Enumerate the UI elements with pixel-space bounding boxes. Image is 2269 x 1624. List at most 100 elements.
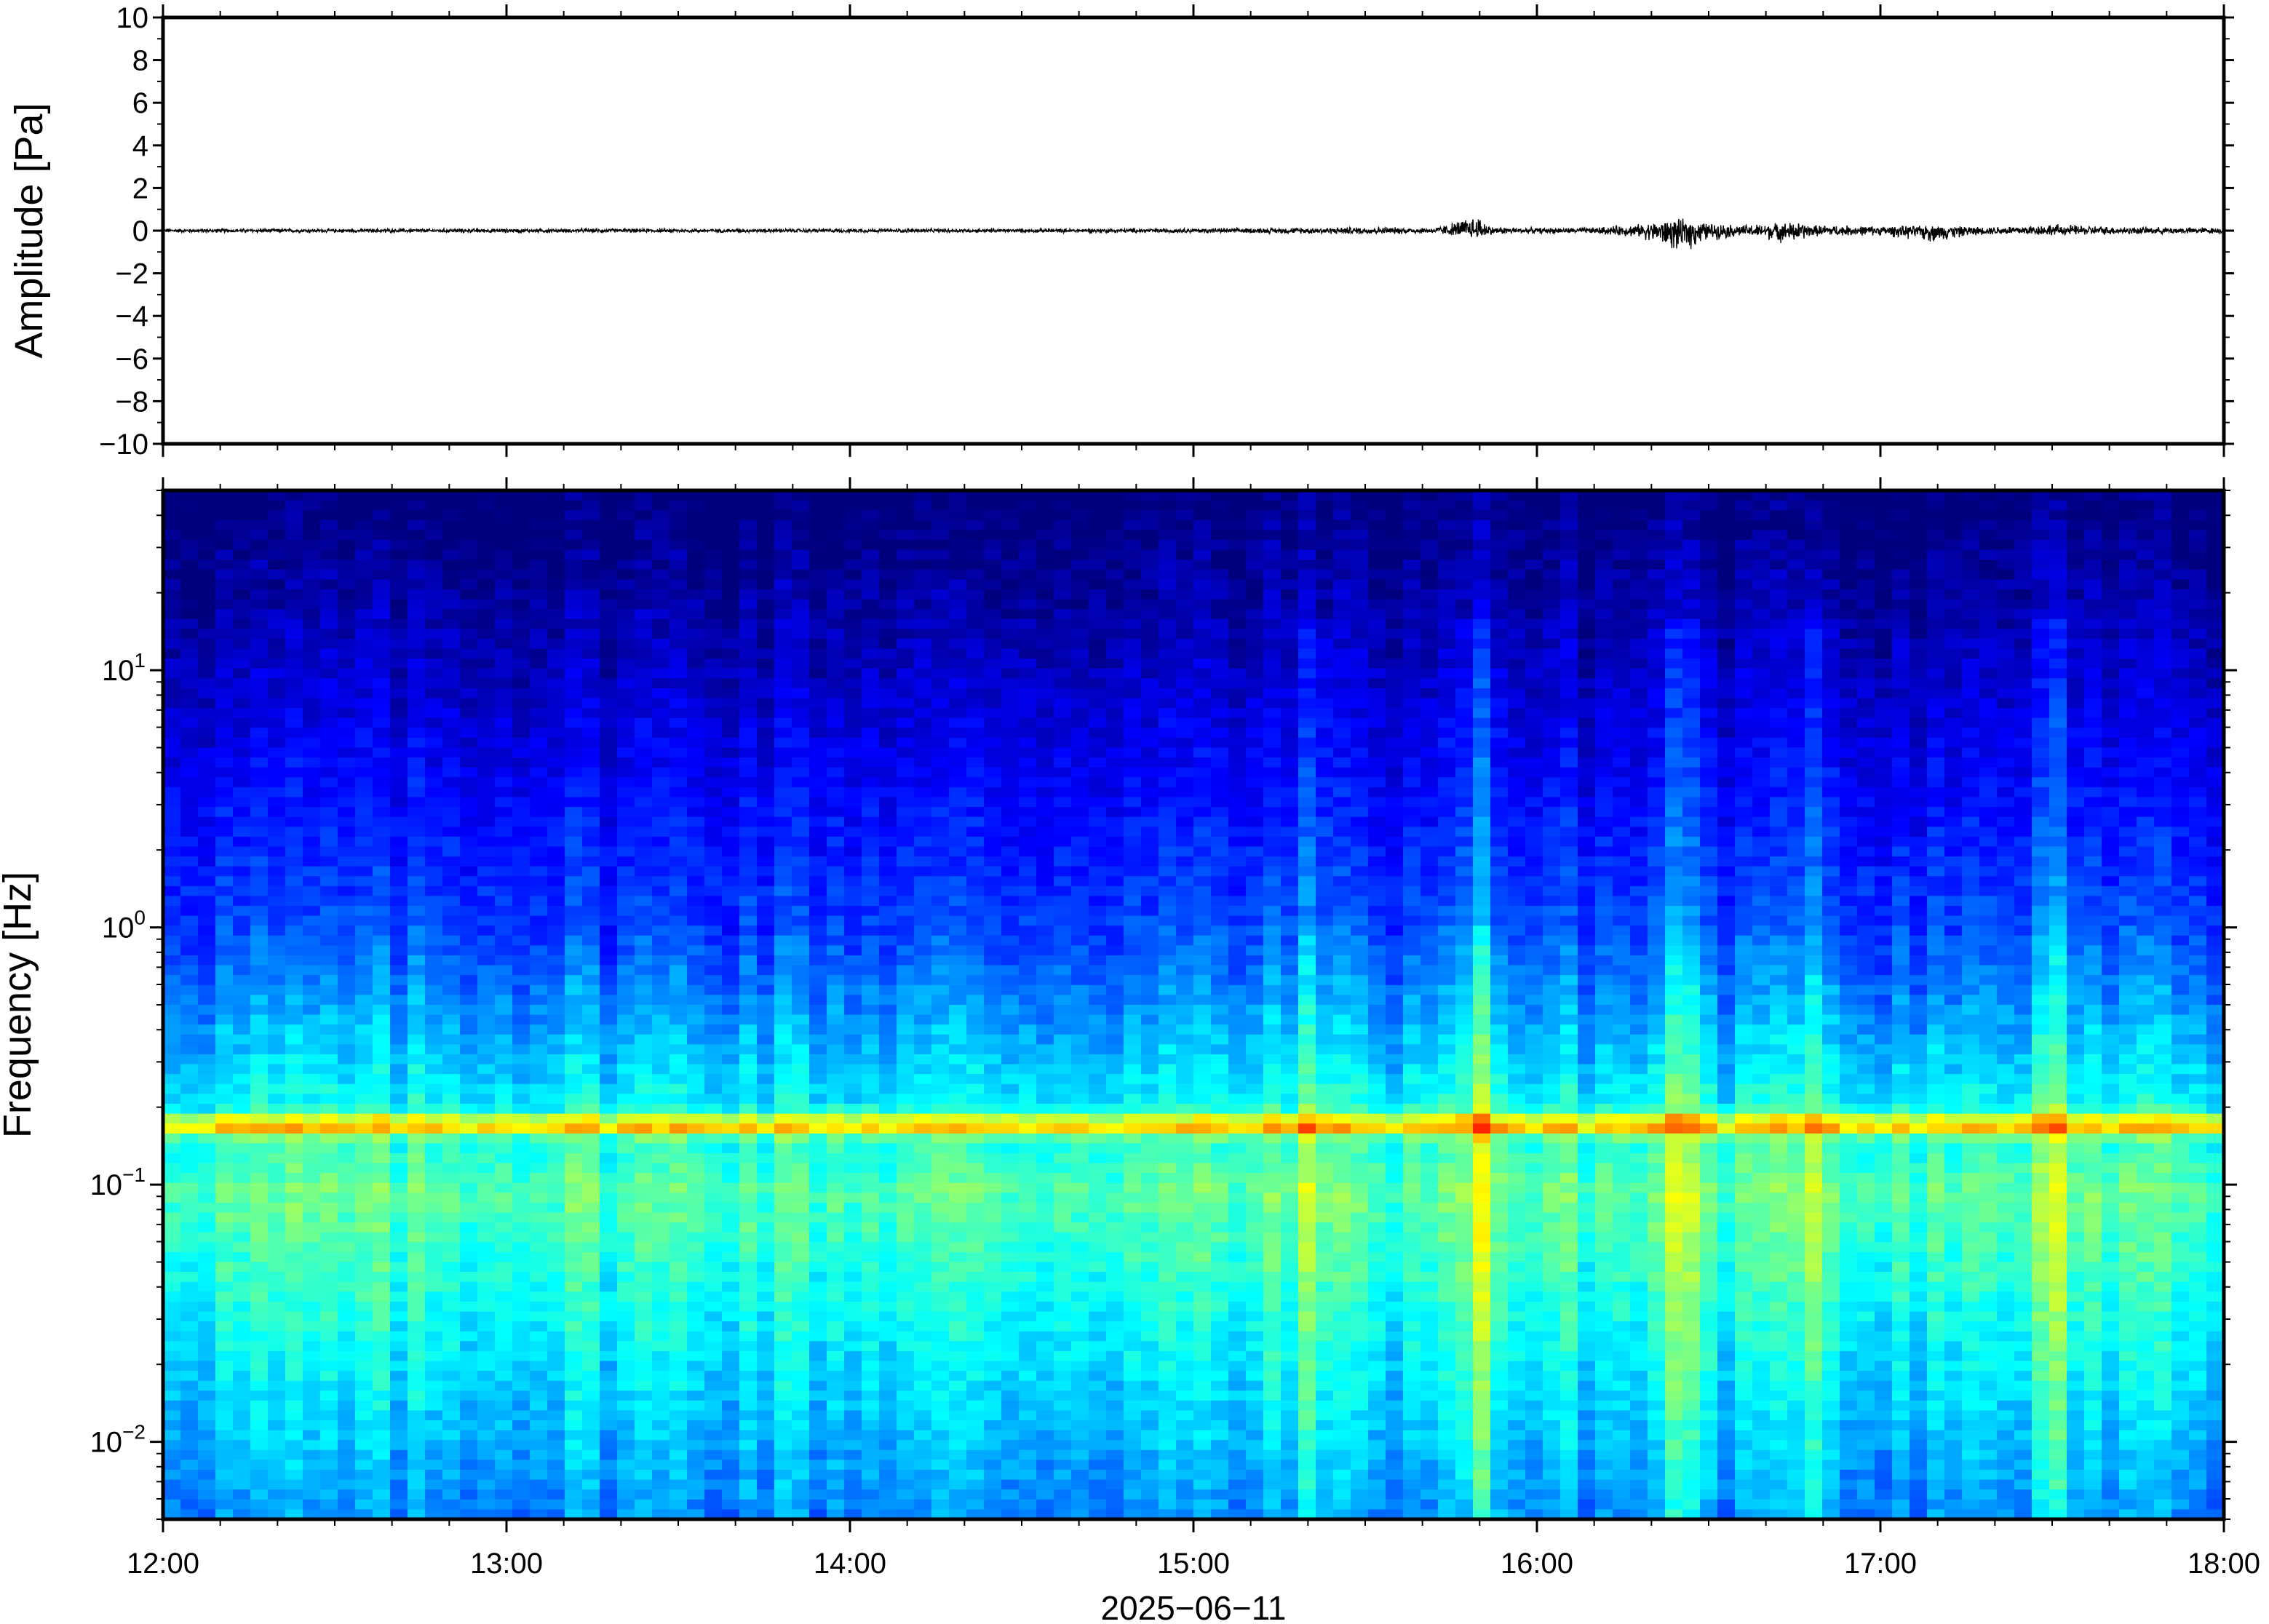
spectrogram-cell xyxy=(495,807,513,818)
spectrogram-cell xyxy=(652,1321,670,1332)
spectrogram-cell xyxy=(233,915,251,926)
spectrogram-cell xyxy=(600,1153,618,1164)
spectrogram-cell xyxy=(460,1291,478,1302)
spectrogram-cell xyxy=(512,885,531,896)
spectrogram-cell xyxy=(215,866,234,877)
spectrogram-cell xyxy=(897,648,915,659)
spectrogram-cell xyxy=(600,1143,618,1154)
spectrogram-cell xyxy=(827,1163,845,1174)
spectrogram-cell xyxy=(966,618,985,629)
spectrogram-cell xyxy=(390,658,408,669)
spectrogram-cell xyxy=(879,560,897,570)
spectrogram-cell xyxy=(530,1410,548,1421)
spectrogram-cell xyxy=(879,1400,897,1411)
spectrogram-cell xyxy=(565,1291,583,1302)
spectrogram-cell xyxy=(757,1014,775,1025)
spectrogram-cell xyxy=(268,658,286,669)
spectrogram-cell xyxy=(879,975,897,986)
spectrogram-cell xyxy=(460,1064,478,1075)
spectrogram-cell xyxy=(320,1054,338,1065)
spectrogram-cell xyxy=(390,955,408,966)
spectrogram-cell xyxy=(844,1430,862,1441)
spectrogram-cell xyxy=(373,589,391,600)
spectrogram-cell xyxy=(512,1489,531,1500)
spectrogram-cell xyxy=(198,1420,216,1431)
spectrogram-cell xyxy=(949,1479,967,1490)
spectrogram-cell xyxy=(600,747,618,758)
spectrogram-cell xyxy=(338,1064,356,1075)
spectrogram-cell xyxy=(879,926,897,936)
spectrogram-cell xyxy=(652,688,670,699)
spectrogram-cell xyxy=(879,1054,897,1065)
spectrogram-cell xyxy=(931,1143,950,1154)
spectrogram-cell xyxy=(477,1509,496,1519)
spectrogram-cell xyxy=(687,1074,705,1085)
spectrogram-cell xyxy=(460,1242,478,1253)
spectrogram-cell xyxy=(338,1202,356,1214)
spectrogram-cell xyxy=(303,1281,321,1292)
spectrogram-cell xyxy=(792,530,810,541)
spectrogram-cell xyxy=(547,1232,565,1243)
spectrogram-cell xyxy=(582,658,600,669)
spectrogram-cell xyxy=(268,1064,286,1075)
spectrogram-cell xyxy=(355,955,373,966)
spectrogram-cell xyxy=(966,747,985,758)
spectrogram-cell xyxy=(530,915,548,926)
spectrogram-cell xyxy=(390,1430,408,1441)
spectrogram-cell xyxy=(547,876,565,887)
spectrogram-cell xyxy=(949,569,967,580)
spectrogram-cell xyxy=(425,1242,443,1253)
spectrogram-cell xyxy=(757,1350,775,1362)
spectrogram-cell xyxy=(460,1449,478,1460)
spectrogram-cell xyxy=(949,629,967,640)
spectrogram-cell xyxy=(320,846,338,857)
spectrogram-cell xyxy=(180,1281,199,1292)
spectrogram-cell xyxy=(460,1074,478,1085)
spectrogram-cell xyxy=(530,856,548,867)
spectrogram-cell xyxy=(425,975,443,986)
spectrogram-cell xyxy=(827,629,845,640)
spectrogram-cell xyxy=(635,698,653,709)
spectrogram-cell xyxy=(949,757,967,768)
spectrogram-cell xyxy=(914,1400,932,1411)
spectrogram-cell xyxy=(757,579,775,590)
spectrogram-cell xyxy=(827,1371,845,1382)
spectrogram-cell xyxy=(477,728,496,739)
spectrogram-cell xyxy=(669,490,688,501)
spectrogram-cell xyxy=(215,757,234,768)
spectrogram-cell xyxy=(652,1133,670,1144)
spectrogram-cell xyxy=(652,579,670,590)
spectrogram-cell xyxy=(198,965,216,976)
spectrogram-cell xyxy=(774,520,792,530)
spectrogram-cell xyxy=(809,1380,827,1391)
spectrogram-cell xyxy=(914,510,932,521)
spectrogram-cell xyxy=(233,1509,251,1519)
spectrogram-cell xyxy=(180,1341,199,1352)
spectrogram-cell xyxy=(914,1083,932,1094)
spectrogram-cell xyxy=(547,827,565,837)
spectrogram-cell xyxy=(373,1460,391,1470)
spectrogram-cell xyxy=(303,1202,321,1214)
spectrogram-cell xyxy=(722,797,740,808)
spectrogram-cell xyxy=(687,530,705,541)
spectrogram-cell xyxy=(844,1044,862,1055)
spectrogram-cell xyxy=(373,885,391,896)
spectrogram-cell xyxy=(355,1005,373,1016)
spectrogram-cell xyxy=(547,757,565,768)
spectrogram-cell xyxy=(582,629,600,640)
spectrogram-cell xyxy=(600,935,618,946)
spectrogram-cell xyxy=(931,1222,950,1233)
spectrogram-cell xyxy=(757,668,775,679)
spectrogram-cell xyxy=(233,787,251,798)
spectrogram-cell xyxy=(215,747,234,758)
spectrogram-cell xyxy=(530,500,548,511)
spectrogram-cell xyxy=(495,698,513,709)
spectrogram-cell xyxy=(966,856,985,867)
spectrogram-cell xyxy=(442,717,461,728)
spectrogram-cell xyxy=(774,787,792,798)
spectrogram-cell xyxy=(198,767,216,778)
spectrogram-cell xyxy=(233,668,251,679)
spectrogram-cell xyxy=(722,1005,740,1016)
spectrogram-cell xyxy=(425,1034,443,1045)
